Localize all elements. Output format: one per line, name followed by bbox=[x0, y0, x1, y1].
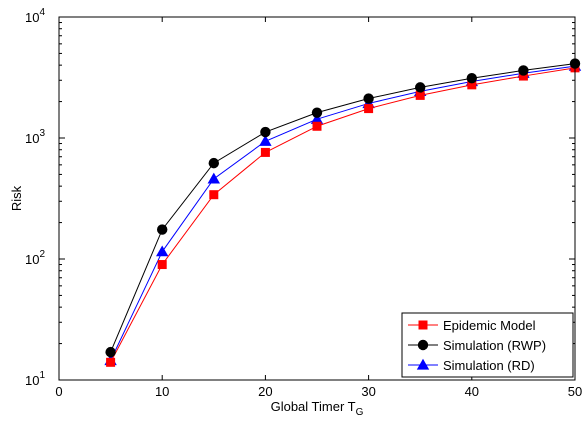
series-circle bbox=[105, 58, 581, 358]
data-point bbox=[207, 172, 220, 184]
data-point bbox=[467, 80, 477, 90]
data-point bbox=[466, 73, 477, 84]
y-axis-label: Risk bbox=[9, 185, 24, 211]
x-tick-label: 10 bbox=[155, 384, 169, 399]
series-layer bbox=[104, 58, 582, 367]
data-point bbox=[310, 113, 324, 124]
legend-item: Simulation (RWP) bbox=[408, 338, 546, 353]
y-tick-label: 104 bbox=[25, 7, 45, 25]
legend-marker bbox=[416, 358, 430, 370]
x-axis-label: Global Timer TG bbox=[271, 399, 364, 418]
legend-marker bbox=[418, 320, 428, 330]
series-line bbox=[110, 67, 576, 363]
legend: Epidemic Model Simulation (RWP) Simulation… bbox=[401, 312, 574, 378]
data-point bbox=[415, 82, 426, 93]
data-point bbox=[518, 71, 528, 81]
y-tick-label: 102 bbox=[25, 249, 45, 267]
data-point bbox=[105, 346, 116, 358]
data-point bbox=[260, 147, 270, 157]
legend-item: Epidemic Model bbox=[408, 318, 536, 333]
data-point bbox=[157, 260, 167, 270]
series-line bbox=[110, 65, 576, 361]
x-tick-label: 20 bbox=[258, 384, 272, 399]
legend-marker bbox=[417, 339, 429, 351]
legend-item: Simulation (RD) bbox=[408, 358, 535, 373]
legend-label: Simulation (RD) bbox=[443, 358, 535, 373]
x-axis-label-subscript: G bbox=[356, 407, 364, 418]
x-tick-label: 30 bbox=[361, 384, 375, 399]
series-line bbox=[110, 63, 576, 353]
data-point bbox=[106, 357, 116, 367]
data-point bbox=[208, 157, 219, 169]
data-point bbox=[312, 121, 322, 131]
data-point bbox=[156, 245, 169, 257]
data-point bbox=[260, 126, 271, 138]
data-point bbox=[364, 104, 374, 114]
legend-label: Simulation (RWP) bbox=[443, 338, 546, 353]
x-axis-label-main: Global Timer T bbox=[271, 399, 356, 414]
y-tick-label: 101 bbox=[25, 370, 45, 388]
legend-label: Epidemic Model bbox=[443, 318, 536, 333]
ticks-layer: 0 10 20 30 40 50 101 102 103 104 bbox=[25, 7, 582, 399]
data-point bbox=[518, 65, 529, 76]
data-point bbox=[363, 93, 374, 104]
data-point bbox=[209, 190, 219, 200]
x-tick-label: 50 bbox=[568, 384, 582, 399]
data-point bbox=[157, 224, 168, 235]
data-point bbox=[415, 90, 425, 100]
plot-frame bbox=[58, 16, 576, 381]
x-tick-label: 0 bbox=[55, 384, 62, 399]
x-tick-label: 40 bbox=[465, 384, 479, 399]
series-square bbox=[106, 63, 580, 367]
data-point bbox=[311, 107, 323, 118]
y-tick-label: 103 bbox=[25, 128, 45, 146]
data-point bbox=[259, 135, 272, 146]
